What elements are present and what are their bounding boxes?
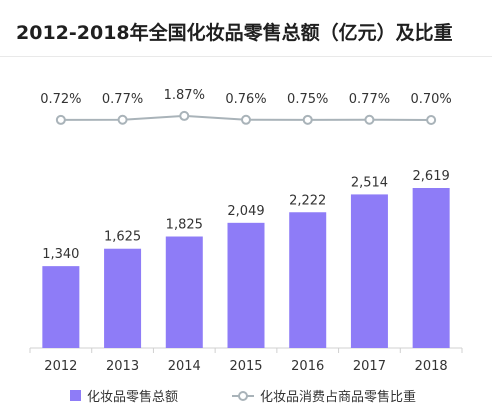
line-label-2017: 0.77% — [349, 92, 390, 107]
x-tick-label-2012: 2012 — [44, 359, 77, 374]
line-point-2018 — [426, 115, 437, 125]
line-label-2015: 0.76% — [225, 92, 266, 107]
bar-label-2018: 2,619 — [413, 169, 450, 184]
legend-item-bar: 化妆品零售总额 — [70, 386, 178, 405]
x-tick-label-2015: 2015 — [229, 359, 262, 374]
bar-label-2013: 1,625 — [104, 230, 141, 245]
chart-legend: 化妆品零售总额 化妆品消费占商品零售比重 — [0, 386, 492, 406]
x-tick-label-2018: 2018 — [415, 359, 448, 374]
bar-2013 — [104, 248, 142, 348]
bar-label-2015: 2,049 — [227, 204, 264, 219]
legend-line-swatch — [232, 390, 254, 402]
bar-2014 — [165, 236, 203, 348]
line-point-2017 — [364, 114, 375, 125]
line-point-2012 — [55, 114, 66, 125]
line-label-2018: 0.70% — [410, 92, 451, 107]
legend-bar-swatch — [70, 390, 81, 401]
bar-2012 — [42, 266, 80, 348]
chart-title: 2012-2018年全国化妆品零售总额（亿元）及比重 — [16, 22, 453, 44]
bar-2015 — [227, 222, 265, 348]
x-tick-label-2013: 2013 — [106, 359, 139, 374]
line-point-2013 — [117, 114, 128, 125]
x-tick-label-2017: 2017 — [353, 359, 386, 374]
title-divider — [0, 56, 492, 57]
line-label-2014: 1.87% — [164, 88, 205, 103]
line-label-2016: 0.75% — [287, 92, 328, 107]
legend-item-line: 化妆品消费占商品零售比重 — [232, 386, 416, 405]
bar-2018 — [412, 188, 450, 348]
x-tick-label-2016: 2016 — [291, 359, 324, 374]
line-point-2016 — [302, 114, 313, 125]
legend-bar-label: 化妆品零售总额 — [87, 390, 179, 405]
legend-line-label: 化妆品消费占商品零售比重 — [260, 390, 417, 405]
bar-2016 — [289, 212, 327, 348]
line-label-2012: 0.72% — [40, 92, 81, 107]
line-point-2014 — [179, 110, 190, 121]
line-label-2013: 0.77% — [102, 92, 143, 107]
bar-label-2017: 2,514 — [351, 175, 388, 190]
bar-label-2016: 2,222 — [289, 193, 326, 208]
bar-label-2012: 1,340 — [42, 247, 79, 262]
x-tick-label-2014: 2014 — [168, 359, 201, 374]
bar-2017 — [350, 194, 388, 348]
bar-label-2014: 1,825 — [166, 218, 203, 233]
line-point-2015 — [241, 114, 251, 125]
